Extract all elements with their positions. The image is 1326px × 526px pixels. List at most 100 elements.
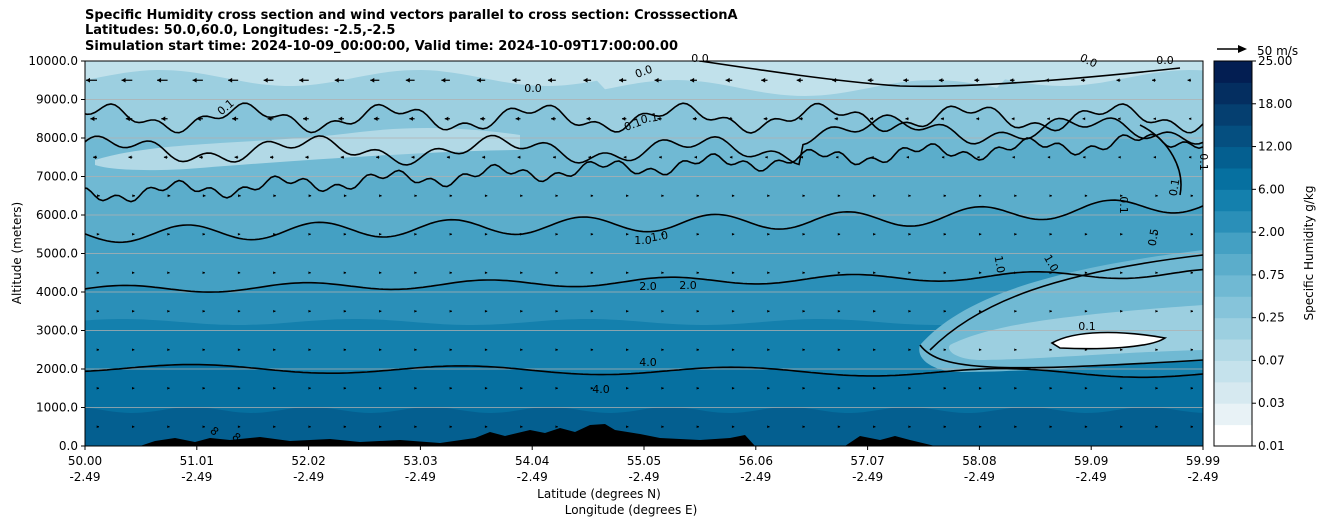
x-tick-label-lon: -2.49 [964, 470, 995, 484]
wind-vector-head [270, 155, 273, 159]
wind-vector-head [1084, 232, 1088, 236]
wind-vector-head [696, 348, 699, 352]
axes: 0.0 1000.0 2000.0 3000.0 4000.0 5000.0 6000.0 7… [28, 54, 1220, 484]
colorbar-segment [1214, 103, 1252, 126]
wind-vector-head [449, 309, 452, 313]
wind-vector-head [125, 116, 130, 122]
wind-vector-head [1152, 78, 1156, 83]
wind-vector-head [1190, 271, 1193, 275]
humidity-filled-contours [85, 61, 1203, 446]
wind-vector-head [1116, 78, 1120, 83]
contour-line-6 [85, 363, 1203, 379]
contour-line-north-2 [919, 344, 1203, 369]
wind-vector-head [414, 386, 417, 390]
wind-vector-head [234, 155, 238, 159]
wind-vector-head [725, 77, 730, 83]
wind-vector-head [590, 386, 594, 390]
x-tick-label-lon: -2.49 [181, 470, 212, 484]
colorbar-segment [1214, 296, 1252, 319]
x-tick-label-lon: -2.49 [69, 470, 100, 484]
colorbar-segment [1214, 317, 1252, 340]
wind-vector-head [343, 271, 347, 275]
colorbar-segment [1214, 61, 1252, 83]
wind-vector-head [273, 232, 276, 236]
wind-vector-head [1014, 386, 1017, 390]
wind-vector-head [590, 194, 594, 198]
wind-vector-head [90, 116, 95, 122]
wind-vector-head [1187, 78, 1191, 82]
wind-vector-head [370, 77, 375, 83]
wind-vector-head [338, 116, 343, 121]
x-tick-label-lat: 53.03 [403, 454, 437, 468]
wind-vector-head [943, 194, 946, 198]
wind-vector-head [696, 425, 699, 429]
wind-vector-head [978, 194, 982, 198]
wind-vector-head [202, 386, 205, 390]
wind-vector-head [905, 117, 909, 121]
wind-vector-head [308, 348, 311, 352]
wind-vector-head [661, 425, 664, 429]
wind-vector-head [520, 232, 523, 236]
wind-vector-head [517, 155, 521, 159]
chart-title-line-1: Specific Humidity cross section and wind… [85, 8, 738, 23]
contour-label: 4.0 [639, 356, 657, 369]
wind-vector-head [908, 271, 911, 275]
wind-vector-head [379, 309, 382, 313]
contour-line-3 [85, 133, 1203, 203]
wind-vector-head [308, 309, 311, 313]
wind-vector-head [131, 386, 135, 390]
wind-vector-head [1189, 155, 1192, 159]
wind-vector-head [202, 271, 205, 275]
wind-vector-head [1049, 232, 1052, 236]
wind-vector-head [1155, 348, 1158, 352]
quiver-key-label: 50 m/s [1257, 44, 1298, 58]
wind-vector-head [1190, 348, 1193, 352]
wind-vector-head [837, 348, 841, 352]
wind-vector-head [555, 386, 558, 390]
colorbar-segment [1214, 232, 1252, 254]
wind-vector-head [836, 155, 839, 159]
wind-vector-head [763, 116, 767, 121]
wind-vector-head [480, 116, 484, 121]
wind-vector-head [802, 194, 805, 198]
wind-vector-head [1190, 309, 1193, 313]
wind-vector-head [1049, 271, 1052, 275]
contour-line-1 [85, 102, 1203, 134]
wind-vector-head [273, 309, 276, 313]
wind-vector-head [553, 155, 556, 159]
wind-vector-head [520, 309, 523, 313]
x-tick-label-lat: 58.08 [962, 454, 996, 468]
wind-vector-head [767, 386, 770, 390]
wind-vector-head [1049, 194, 1052, 198]
wind-vector-head [1118, 155, 1121, 159]
wind-vector-head [731, 348, 735, 352]
wind-vector-head [943, 232, 946, 236]
contour-label: 0.1 [1078, 320, 1096, 333]
wind-vector-head [978, 309, 982, 313]
colorbar-segment [1214, 210, 1252, 233]
colorbar-tick-label: 0.25 [1258, 311, 1285, 325]
wind-vector-head [696, 194, 699, 198]
wind-vector-head [903, 78, 907, 83]
contour-label: 0.5 [1146, 228, 1162, 247]
wind-vector-head [163, 155, 167, 160]
wind-vector-head [267, 116, 272, 122]
wind-vector-head [908, 194, 911, 198]
colorbar: 0.01 0.03 0.07 0.25 0.75 2.00 6.00 12.00 18.00 25… [1213, 54, 1292, 453]
x-tick-label-lat: 57.07 [850, 454, 884, 468]
wind-vector-head [867, 78, 872, 83]
wind-vector-head [414, 425, 417, 429]
wind-vector-head [978, 271, 982, 275]
wind-vector-head [520, 386, 523, 390]
wind-vector-head [661, 194, 664, 198]
wind-vector-head [414, 232, 417, 236]
wind-vector-head [767, 194, 770, 198]
wind-vector-head [555, 232, 558, 236]
y-tick-label: 2000.0 [36, 362, 78, 376]
contour-line-2 [85, 114, 1203, 166]
colorbar-frame [1213, 60, 1253, 447]
wind-vector-head [343, 309, 347, 313]
contour-line-zero-core [1050, 331, 1168, 350]
wind-vector-head [590, 232, 594, 236]
